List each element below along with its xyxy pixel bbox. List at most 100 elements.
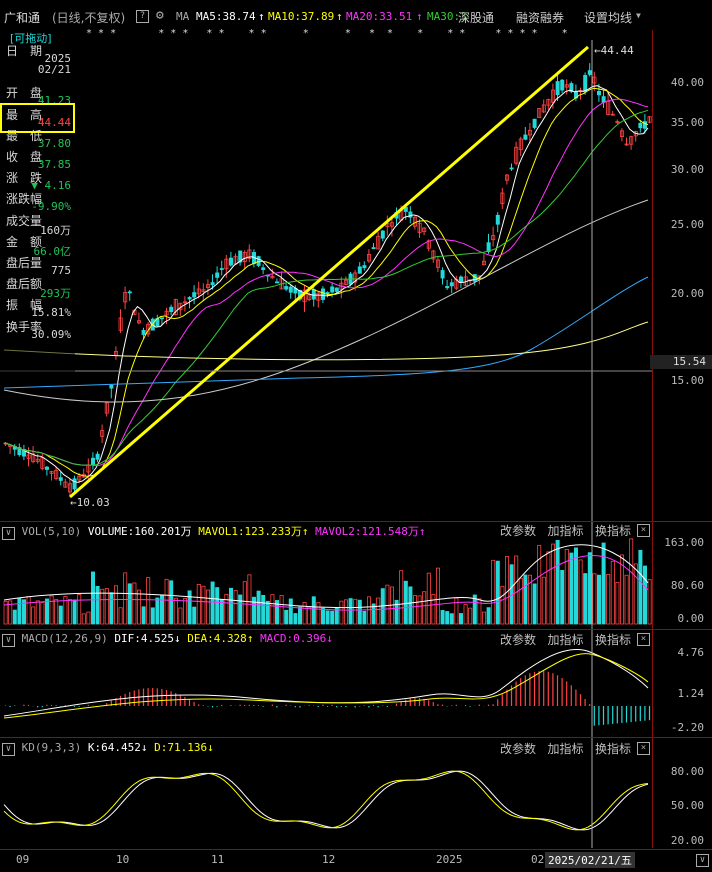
kd-tick: 50.00: [670, 799, 704, 812]
candle-body: [210, 282, 215, 286]
volume-bar: [136, 589, 141, 625]
arrow-down-icon: ↓: [207, 741, 214, 754]
volume-bar: [583, 573, 588, 625]
volume-bar: [601, 542, 606, 625]
candle-body: [449, 282, 454, 287]
candle-body: [343, 279, 348, 285]
volume-bar: [279, 595, 284, 625]
x-tick: 02: [531, 853, 545, 866]
high-marker-value: 44.44: [600, 44, 634, 57]
gear-icon[interactable]: ⚙: [156, 8, 164, 23]
link-margin-trading[interactable]: 融资融券: [516, 11, 565, 25]
trend-line[interactable]: [69, 45, 589, 499]
volume-bar: [219, 599, 224, 625]
volume-bar: [114, 585, 119, 625]
info-value: 160万: [40, 223, 71, 237]
event-markers[interactable]: * * * * * * * * * * * * * * * * * * * * …: [86, 28, 568, 39]
panel-toggle[interactable]: ∨: [2, 527, 15, 540]
volume-bar: [68, 599, 73, 625]
volume-bar: [463, 604, 468, 625]
ma5-line: [3, 85, 649, 483]
volume-bar: [81, 613, 86, 625]
x-axis: 09 10 11 12 2025 02 2025/02/21/五 ∨: [0, 849, 712, 872]
arrow-down-icon: ↓: [326, 632, 333, 645]
volume-bar: [182, 598, 187, 625]
candle-body: [569, 83, 574, 92]
volume-bar: [537, 544, 542, 625]
volume-bar: [150, 607, 155, 625]
volume-bar: [426, 572, 431, 625]
volume-bar: [201, 585, 206, 625]
current-price-tag: 15.54: [650, 355, 712, 369]
candle-body: [504, 174, 509, 181]
ma-settings-button[interactable]: 设置均线: [584, 11, 633, 25]
stock-name[interactable]: 广和通: [4, 11, 41, 25]
candle-body: [481, 260, 486, 266]
drag-tag[interactable]: [可拖动]: [10, 32, 52, 45]
volume-bar: [86, 611, 91, 625]
panel-toggle[interactable]: ∨: [2, 743, 15, 756]
info-label: 涨 跌: [6, 171, 43, 186]
candle-body: [422, 227, 427, 233]
low-marker-value: 10.03: [76, 496, 110, 509]
candle-body: [54, 469, 59, 479]
candle-body: [192, 292, 197, 298]
close-icon[interactable]: ×: [637, 742, 650, 755]
volume-bar: [357, 599, 362, 625]
vol-tick: 0.00: [677, 612, 705, 625]
volume-bar: [265, 600, 270, 625]
volume-bar: [592, 573, 597, 625]
volume-bar: [40, 602, 45, 625]
edit-params-button[interactable]: 改参数: [500, 633, 537, 647]
volume-bar: [445, 611, 450, 625]
candle-body: [261, 267, 266, 271]
info-value: 30.09%: [31, 327, 71, 341]
candle-body: [35, 458, 40, 462]
volume-bar: [394, 599, 399, 625]
candle-body: [104, 402, 109, 414]
close-icon[interactable]: ×: [637, 524, 650, 537]
add-indicator-button[interactable]: 加指标: [547, 633, 584, 647]
d-line: [3, 770, 649, 831]
price-tick: 25.00: [670, 218, 704, 231]
macd-tick: 4.76: [677, 646, 705, 659]
info-label: 成交量: [6, 213, 43, 228]
candle-body: [647, 116, 652, 123]
candle-body: [109, 384, 114, 389]
candle-body: [403, 206, 408, 212]
close-icon[interactable]: ×: [637, 633, 650, 646]
candle-body: [123, 291, 128, 303]
period-label[interactable]: (日线,不复权): [52, 11, 126, 25]
volume-bar: [366, 596, 371, 625]
volume-bar: [353, 598, 358, 625]
add-indicator-button[interactable]: 加指标: [547, 742, 584, 756]
help-button[interactable]: ?: [136, 10, 149, 23]
kd-tick: 20.00: [670, 834, 704, 847]
panel-toggle[interactable]: ∨: [2, 634, 15, 647]
info-panel[interactable]: [可拖动] 日 期 2025 02/21 开 盘 41.23 最 高 44.44 最 低 37.…: [0, 30, 75, 384]
chevron-down-icon[interactable]: ▼: [636, 11, 641, 20]
dif-line: [3, 649, 649, 717]
candle-body: [288, 286, 293, 293]
ma250-line: [3, 321, 649, 361]
candle-body: [431, 250, 436, 260]
add-indicator-button[interactable]: 加指标: [547, 524, 584, 538]
volume-bar: [293, 613, 298, 625]
macd-header: ∨ MACD(12,26,9) DIF:4.525↓ DEA:4.328↑ MA…: [2, 632, 333, 647]
swap-indicator-button[interactable]: 换指标: [594, 633, 631, 647]
edit-params-button[interactable]: 改参数: [500, 524, 537, 538]
swap-indicator-button[interactable]: 换指标: [594, 524, 631, 538]
volume-bar: [215, 587, 220, 625]
candle-body: [173, 299, 178, 316]
link-shenguto[interactable]: 深股通: [458, 11, 495, 25]
panel-divider: [0, 521, 712, 522]
candle-body: [500, 192, 505, 205]
chevron-down-icon[interactable]: ∨: [696, 854, 709, 867]
swap-indicator-button[interactable]: 换指标: [594, 742, 631, 756]
volume-bar: [643, 565, 648, 625]
edit-params-button[interactable]: 改参数: [500, 742, 537, 756]
volume-bar: [477, 598, 482, 625]
macd-tick: -2.20: [670, 721, 704, 734]
candle-body: [169, 306, 174, 313]
